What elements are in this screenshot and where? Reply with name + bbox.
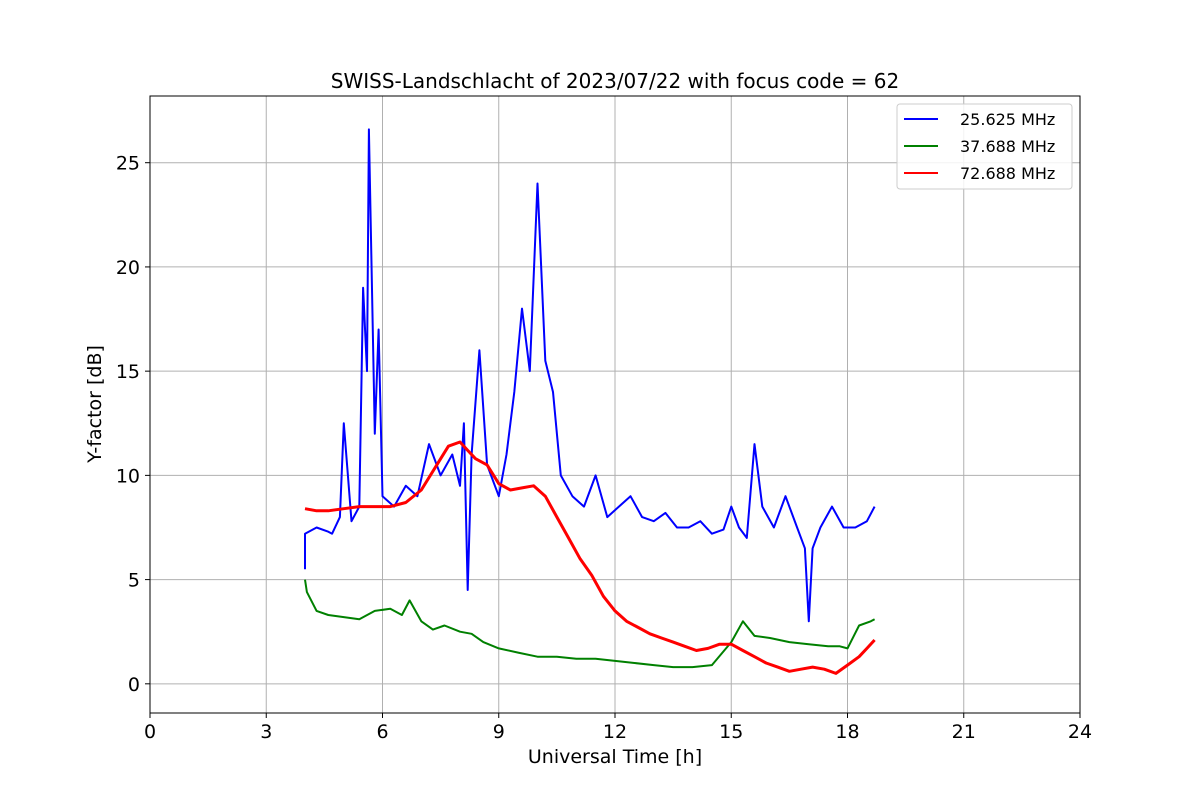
legend: 25.625 MHz 37.688 MHz 72.688 MHz (896, 103, 1073, 190)
y-axis-label: Y-factor [dB] (84, 345, 106, 464)
plot-series (304, 128, 876, 675)
x-tick-label: 9 (493, 721, 505, 743)
y-tick-label: 0 (128, 674, 140, 696)
x-tick-label: 3 (260, 721, 272, 743)
series-line (304, 579, 876, 669)
x-tick-label: 0 (144, 721, 156, 743)
y-tick-label: 20 (116, 257, 140, 279)
chart-title: SWISS-Landschlacht of 2023/07/22 with fo… (331, 69, 899, 93)
y-tick-label: 10 (116, 465, 140, 487)
y-tick-label: 5 (128, 570, 140, 592)
legend-label: 37.688 MHz (960, 137, 1055, 156)
x-axis-label: Universal Time [h] (528, 746, 702, 768)
x-tick-label: 21 (952, 721, 976, 743)
x-tick-label: 15 (719, 721, 743, 743)
x-tick-label: 12 (603, 721, 627, 743)
series-line (304, 128, 876, 623)
series-line (304, 440, 876, 675)
legend-label: 25.625 MHz (960, 110, 1055, 129)
y-tick-label: 15 (116, 361, 140, 383)
y-tick-label: 25 (116, 153, 140, 175)
legend-label: 72.688 MHz (960, 164, 1055, 183)
axis-ticks: 0 3 6 9 12 15 18 21 24 0 5 10 15 20 25 (116, 153, 1092, 743)
x-tick-label: 18 (835, 721, 859, 743)
legend-box (896, 103, 1073, 190)
x-tick-label: 24 (1068, 721, 1092, 743)
x-tick-label: 6 (376, 721, 388, 743)
